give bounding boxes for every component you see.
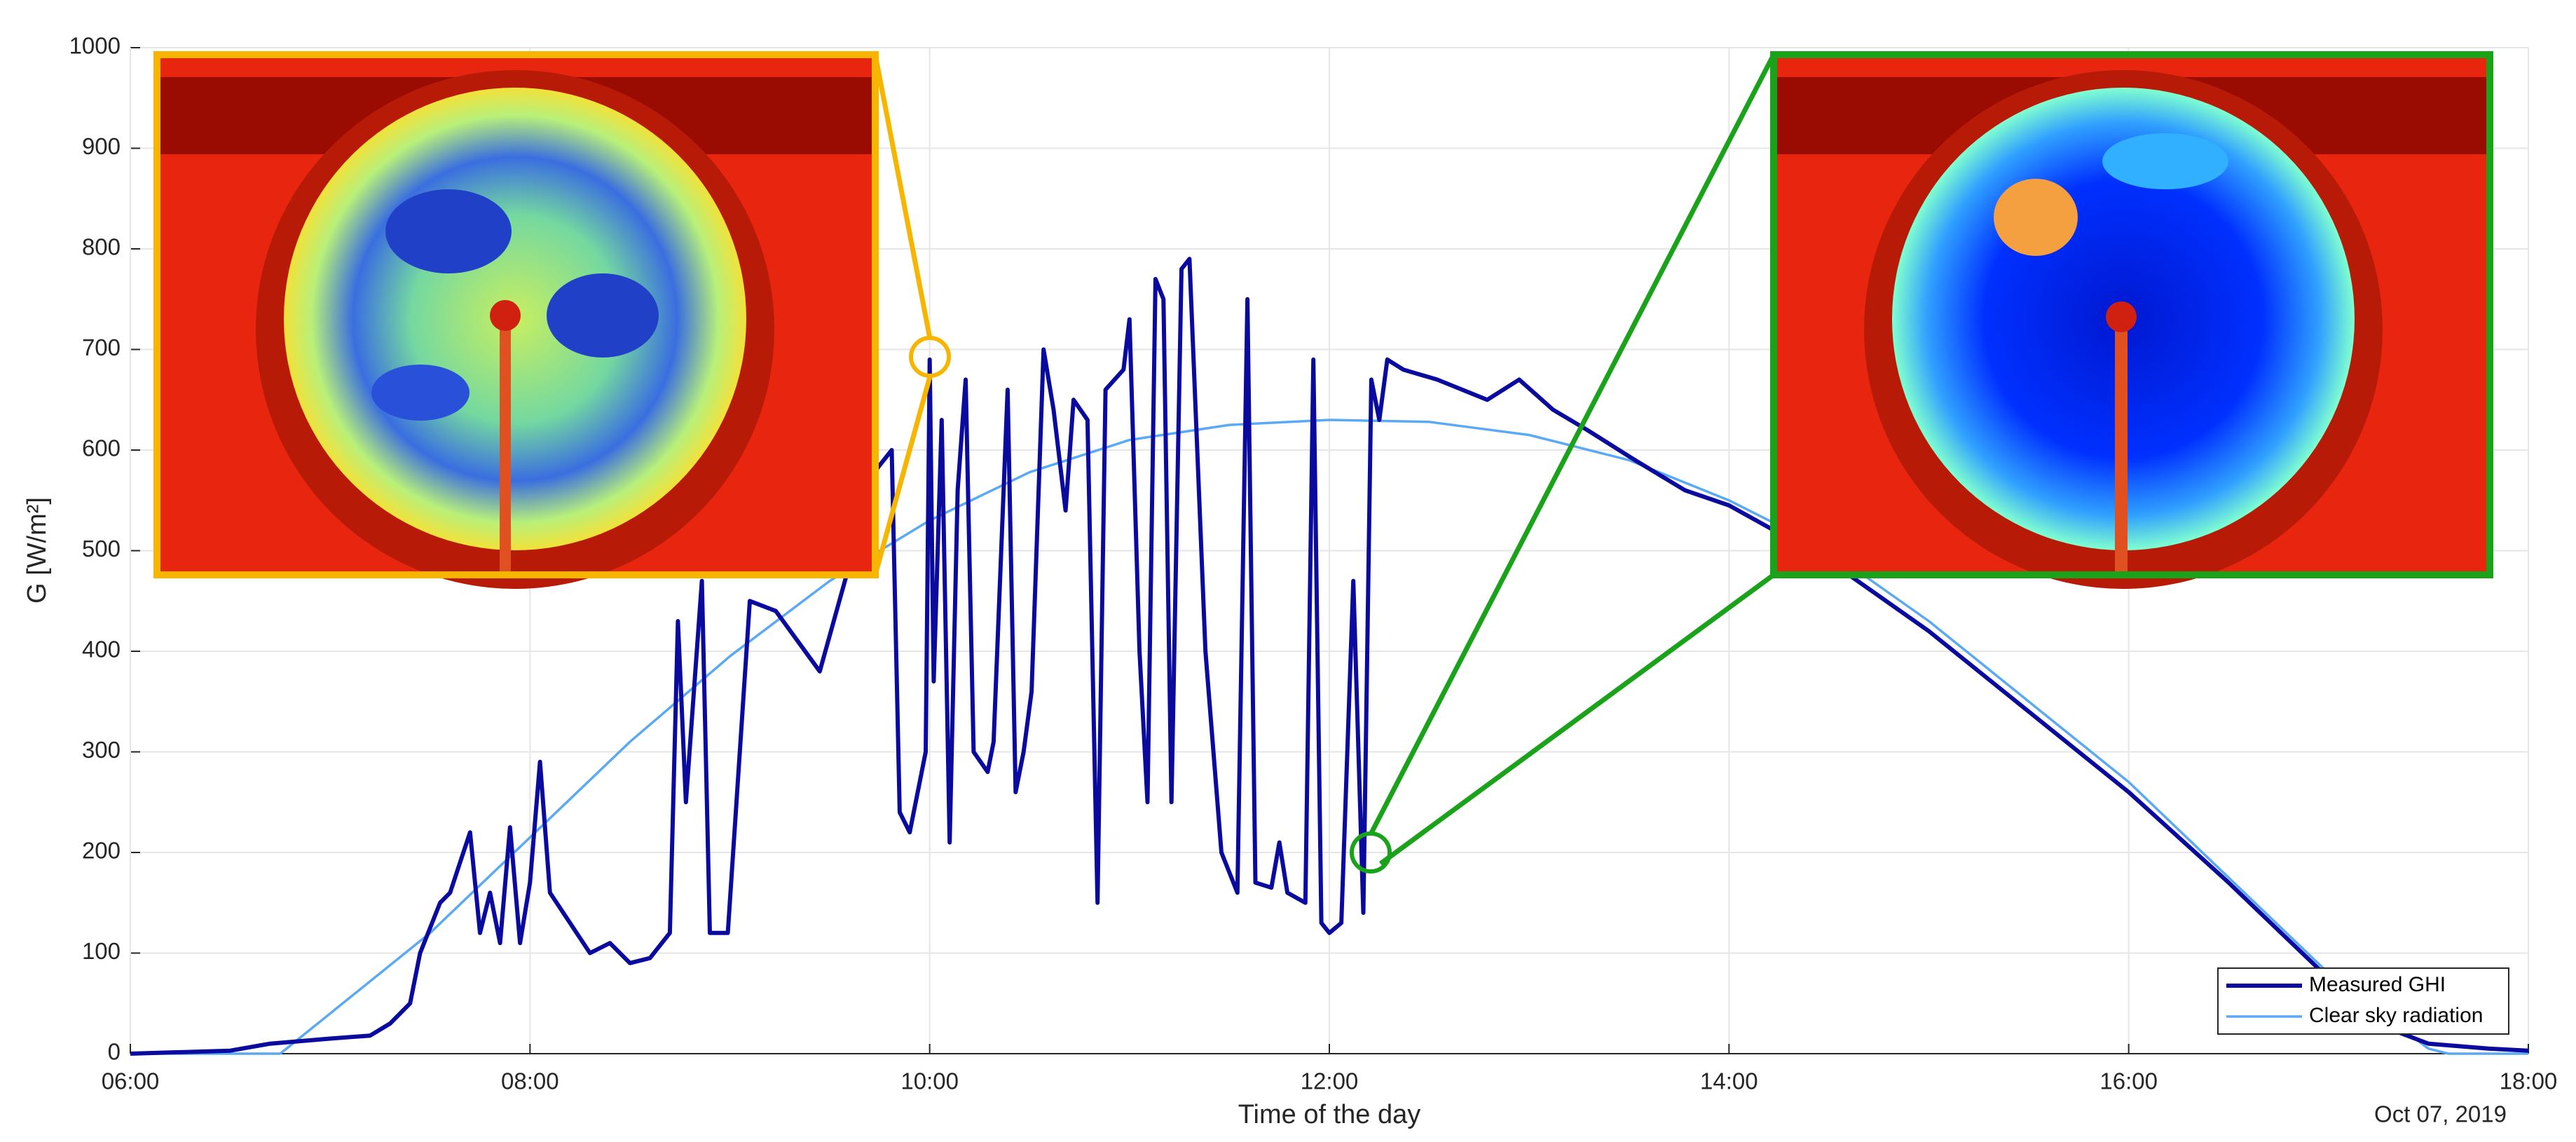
y-tick-label: 500 (82, 536, 121, 562)
y-tick-label: 0 (108, 1039, 121, 1065)
sky-image-right (1770, 51, 2493, 589)
legend-box (2217, 967, 2509, 1035)
x-tick-label: 06:00 (102, 1068, 160, 1094)
y-tick-label: 900 (82, 133, 121, 159)
x-tick-label: 18:00 (2500, 1068, 2558, 1094)
x-tick-label: 14:00 (1700, 1068, 1758, 1094)
legend-label: Clear sky radiation (2309, 1004, 2483, 1027)
connector (1368, 53, 1776, 836)
y-tick-label: 700 (82, 334, 121, 360)
y-tick-label: 600 (82, 435, 121, 461)
y-tick-label: 400 (82, 637, 121, 662)
y-tick-label: 100 (82, 938, 121, 964)
y-axis-label: G [W/m²] (22, 497, 52, 604)
x-tick-label: 12:00 (1301, 1068, 1359, 1094)
x-tick-label: 10:00 (900, 1068, 959, 1094)
connector (872, 54, 933, 339)
legend-label: Measured GHI (2309, 973, 2446, 996)
y-tick-label: 1000 (69, 33, 121, 59)
highlight-circle (1350, 831, 1392, 874)
x-axis-label: Time of the day (1238, 1100, 1421, 1129)
legend: Measured GHI Clear sky radiation (2217, 967, 2509, 1035)
y-tick-label: 800 (82, 234, 121, 260)
series-line (130, 257, 2529, 1056)
highlight-circle (909, 336, 951, 378)
x-tick-label: 08:00 (501, 1068, 559, 1094)
x-tick-label: 16:00 (2099, 1068, 2158, 1094)
connector (1378, 573, 1776, 866)
connector (872, 376, 933, 576)
y-tick-label: 300 (82, 737, 121, 763)
y-tick-label: 200 (82, 838, 121, 864)
sky-image-left (153, 51, 879, 589)
date-annotation: Oct 07, 2019 (2374, 1101, 2507, 1127)
